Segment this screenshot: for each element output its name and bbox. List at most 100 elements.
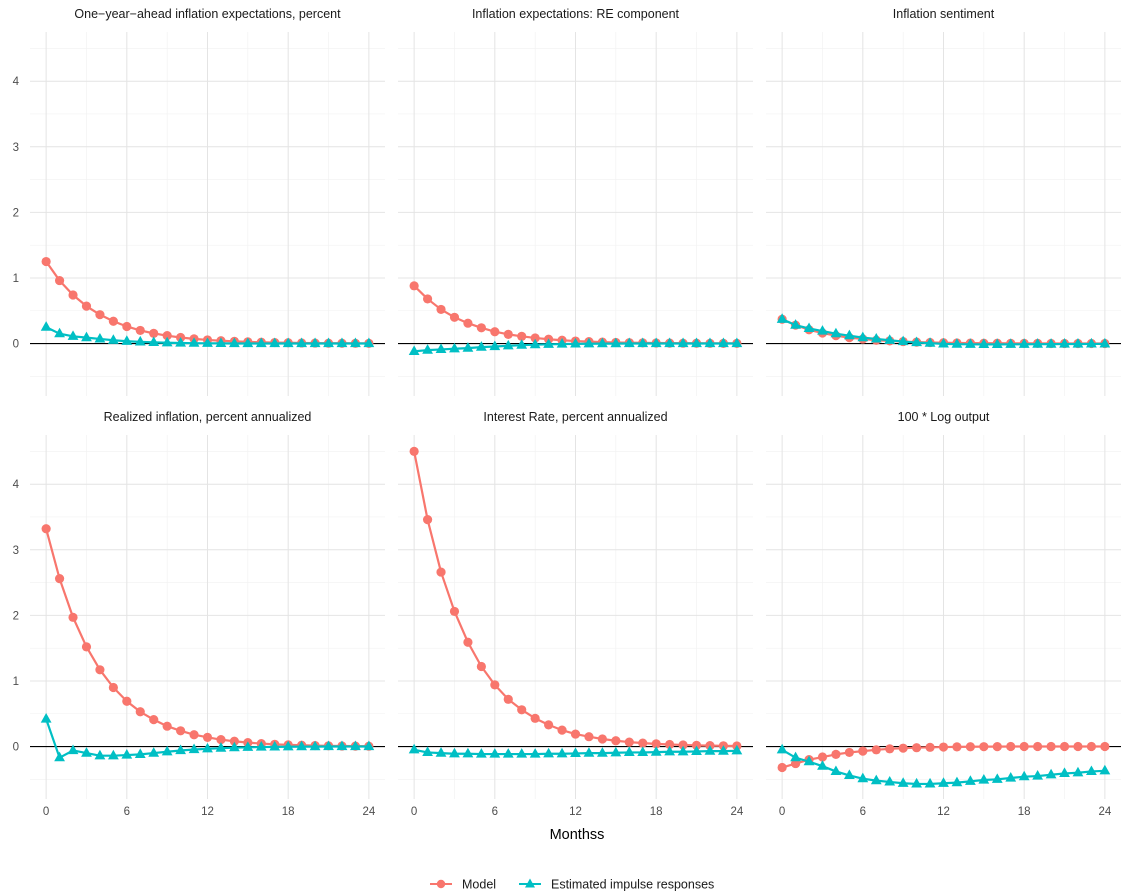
x-tick-label: 24: [1098, 806, 1111, 818]
estimated-point: [731, 744, 743, 755]
x-tick-label: 12: [569, 806, 582, 818]
model-point: [1086, 741, 1097, 752]
estimated-point: [1045, 768, 1057, 779]
estimated-point: [817, 325, 828, 335]
estimated-point: [543, 747, 555, 758]
estimated-point: [40, 321, 52, 331]
estimated-point: [81, 747, 92, 757]
estimated-point: [623, 746, 635, 757]
x-tick-label: 18: [1018, 806, 1031, 818]
estimated-point: [1005, 338, 1017, 348]
estimated-point: [897, 777, 909, 787]
estimated-point: [964, 338, 976, 348]
estimated-point: [323, 337, 334, 348]
estimated-point: [704, 337, 716, 348]
estimated-point: [175, 744, 187, 755]
estimated-point: [255, 337, 267, 348]
estimated-point: [1072, 337, 1084, 348]
panel-1: One−year−ahead inflation expectations, p…: [13, 7, 385, 396]
model-point: [95, 665, 105, 675]
model-point: [570, 729, 581, 739]
model-point: [691, 740, 702, 750]
estimated-point: [148, 336, 160, 346]
model-point: [122, 321, 132, 332]
estimated-point: [1018, 338, 1030, 348]
estimated-point: [282, 740, 294, 751]
model-point: [41, 524, 51, 534]
model-point: [1006, 741, 1016, 752]
estimated-point: [215, 337, 227, 348]
model-point: [912, 743, 922, 753]
estimated-point: [462, 747, 474, 758]
panel-3: Inflation sentiment: [766, 7, 1121, 396]
estimated-point: [54, 327, 65, 338]
model-point: [530, 713, 540, 723]
model-point: [979, 742, 989, 752]
estimated-point: [408, 743, 420, 754]
x-tick-label: 6: [492, 806, 498, 818]
model-point: [41, 256, 51, 267]
estimated-point: [107, 334, 119, 344]
model-point: [777, 762, 787, 773]
panel-title: One−year−ahead inflation expectations, p…: [74, 7, 341, 21]
legend-model-label: Model: [462, 878, 496, 892]
y-tick-label: 4: [13, 76, 20, 88]
model-point: [162, 721, 172, 731]
x-tick-label: 6: [124, 806, 130, 818]
model-point: [95, 310, 105, 320]
estimated-point: [978, 773, 990, 784]
estimated-point: [570, 337, 581, 348]
estimated-point: [350, 740, 361, 751]
panel-4: Realized inflation, percent annualized 0 1…: [13, 410, 385, 818]
model-point: [992, 741, 1002, 752]
model-point: [817, 752, 828, 762]
legend-estimated-key-marker: [525, 878, 535, 888]
model-point: [490, 680, 500, 690]
model-point: [149, 328, 159, 338]
estimated-point: [650, 337, 662, 348]
model-point: [54, 574, 65, 584]
model-point: [202, 732, 213, 742]
estimated-point: [776, 313, 788, 323]
model-point: [1100, 741, 1110, 752]
model-point: [952, 742, 962, 752]
x-tick-label: 0: [43, 806, 49, 818]
model-point: [436, 304, 446, 315]
x-tick-label: 12: [937, 806, 950, 818]
estimated-point: [81, 331, 92, 342]
estimated-point: [121, 335, 133, 345]
estimated-point: [502, 339, 514, 350]
estimated-point: [435, 747, 447, 757]
estimated-point: [242, 337, 254, 348]
model-point: [229, 736, 239, 746]
estimated-point: [911, 777, 923, 788]
model-point: [1019, 741, 1029, 752]
estimated-point: [94, 332, 106, 343]
estimated-point: [884, 334, 896, 344]
estimated-point: [1099, 337, 1111, 348]
estimated-point: [350, 337, 361, 348]
panel-title: Interest Rate, percent annualized: [483, 410, 667, 424]
estimated-point: [296, 740, 308, 751]
estimated-point: [1018, 770, 1030, 781]
model-point: [476, 661, 486, 672]
model-point: [503, 329, 513, 339]
estimated-point: [107, 749, 119, 760]
model-point: [135, 325, 145, 336]
panel-2: Inflation expectations: RE component: [398, 7, 753, 396]
model-point: [68, 612, 78, 622]
estimated-point: [691, 745, 702, 756]
model-point: [938, 742, 949, 752]
estimated-point: [664, 337, 676, 348]
estimated-point: [228, 337, 240, 348]
model-point: [162, 331, 172, 341]
model-point: [449, 312, 460, 322]
estimated-point: [202, 742, 213, 753]
estimated-point: [323, 740, 334, 751]
y-tick-label: 1: [13, 273, 19, 285]
estimated-point: [924, 777, 936, 788]
estimated-point: [242, 741, 254, 751]
estimated-point: [610, 337, 622, 348]
estimated-point: [435, 343, 447, 354]
